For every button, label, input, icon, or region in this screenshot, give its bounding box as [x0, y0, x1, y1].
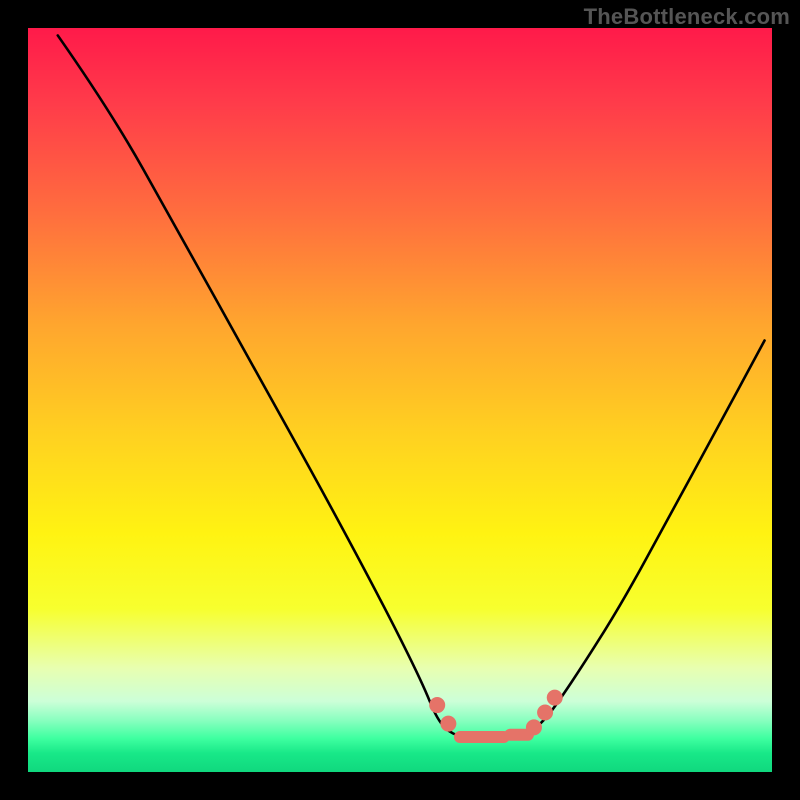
valley-dot: [537, 704, 553, 720]
valley-dot: [526, 719, 542, 735]
valley-dot: [440, 716, 456, 732]
watermark-text: TheBottleneck.com: [584, 4, 790, 30]
chart-frame: TheBottleneck.com: [0, 0, 800, 800]
valley-dot: [547, 690, 563, 706]
valley-dot: [429, 697, 445, 713]
bottleneck-chart: [0, 0, 800, 800]
chart-gradient-background: [28, 28, 772, 772]
valley-blob: [454, 731, 510, 743]
